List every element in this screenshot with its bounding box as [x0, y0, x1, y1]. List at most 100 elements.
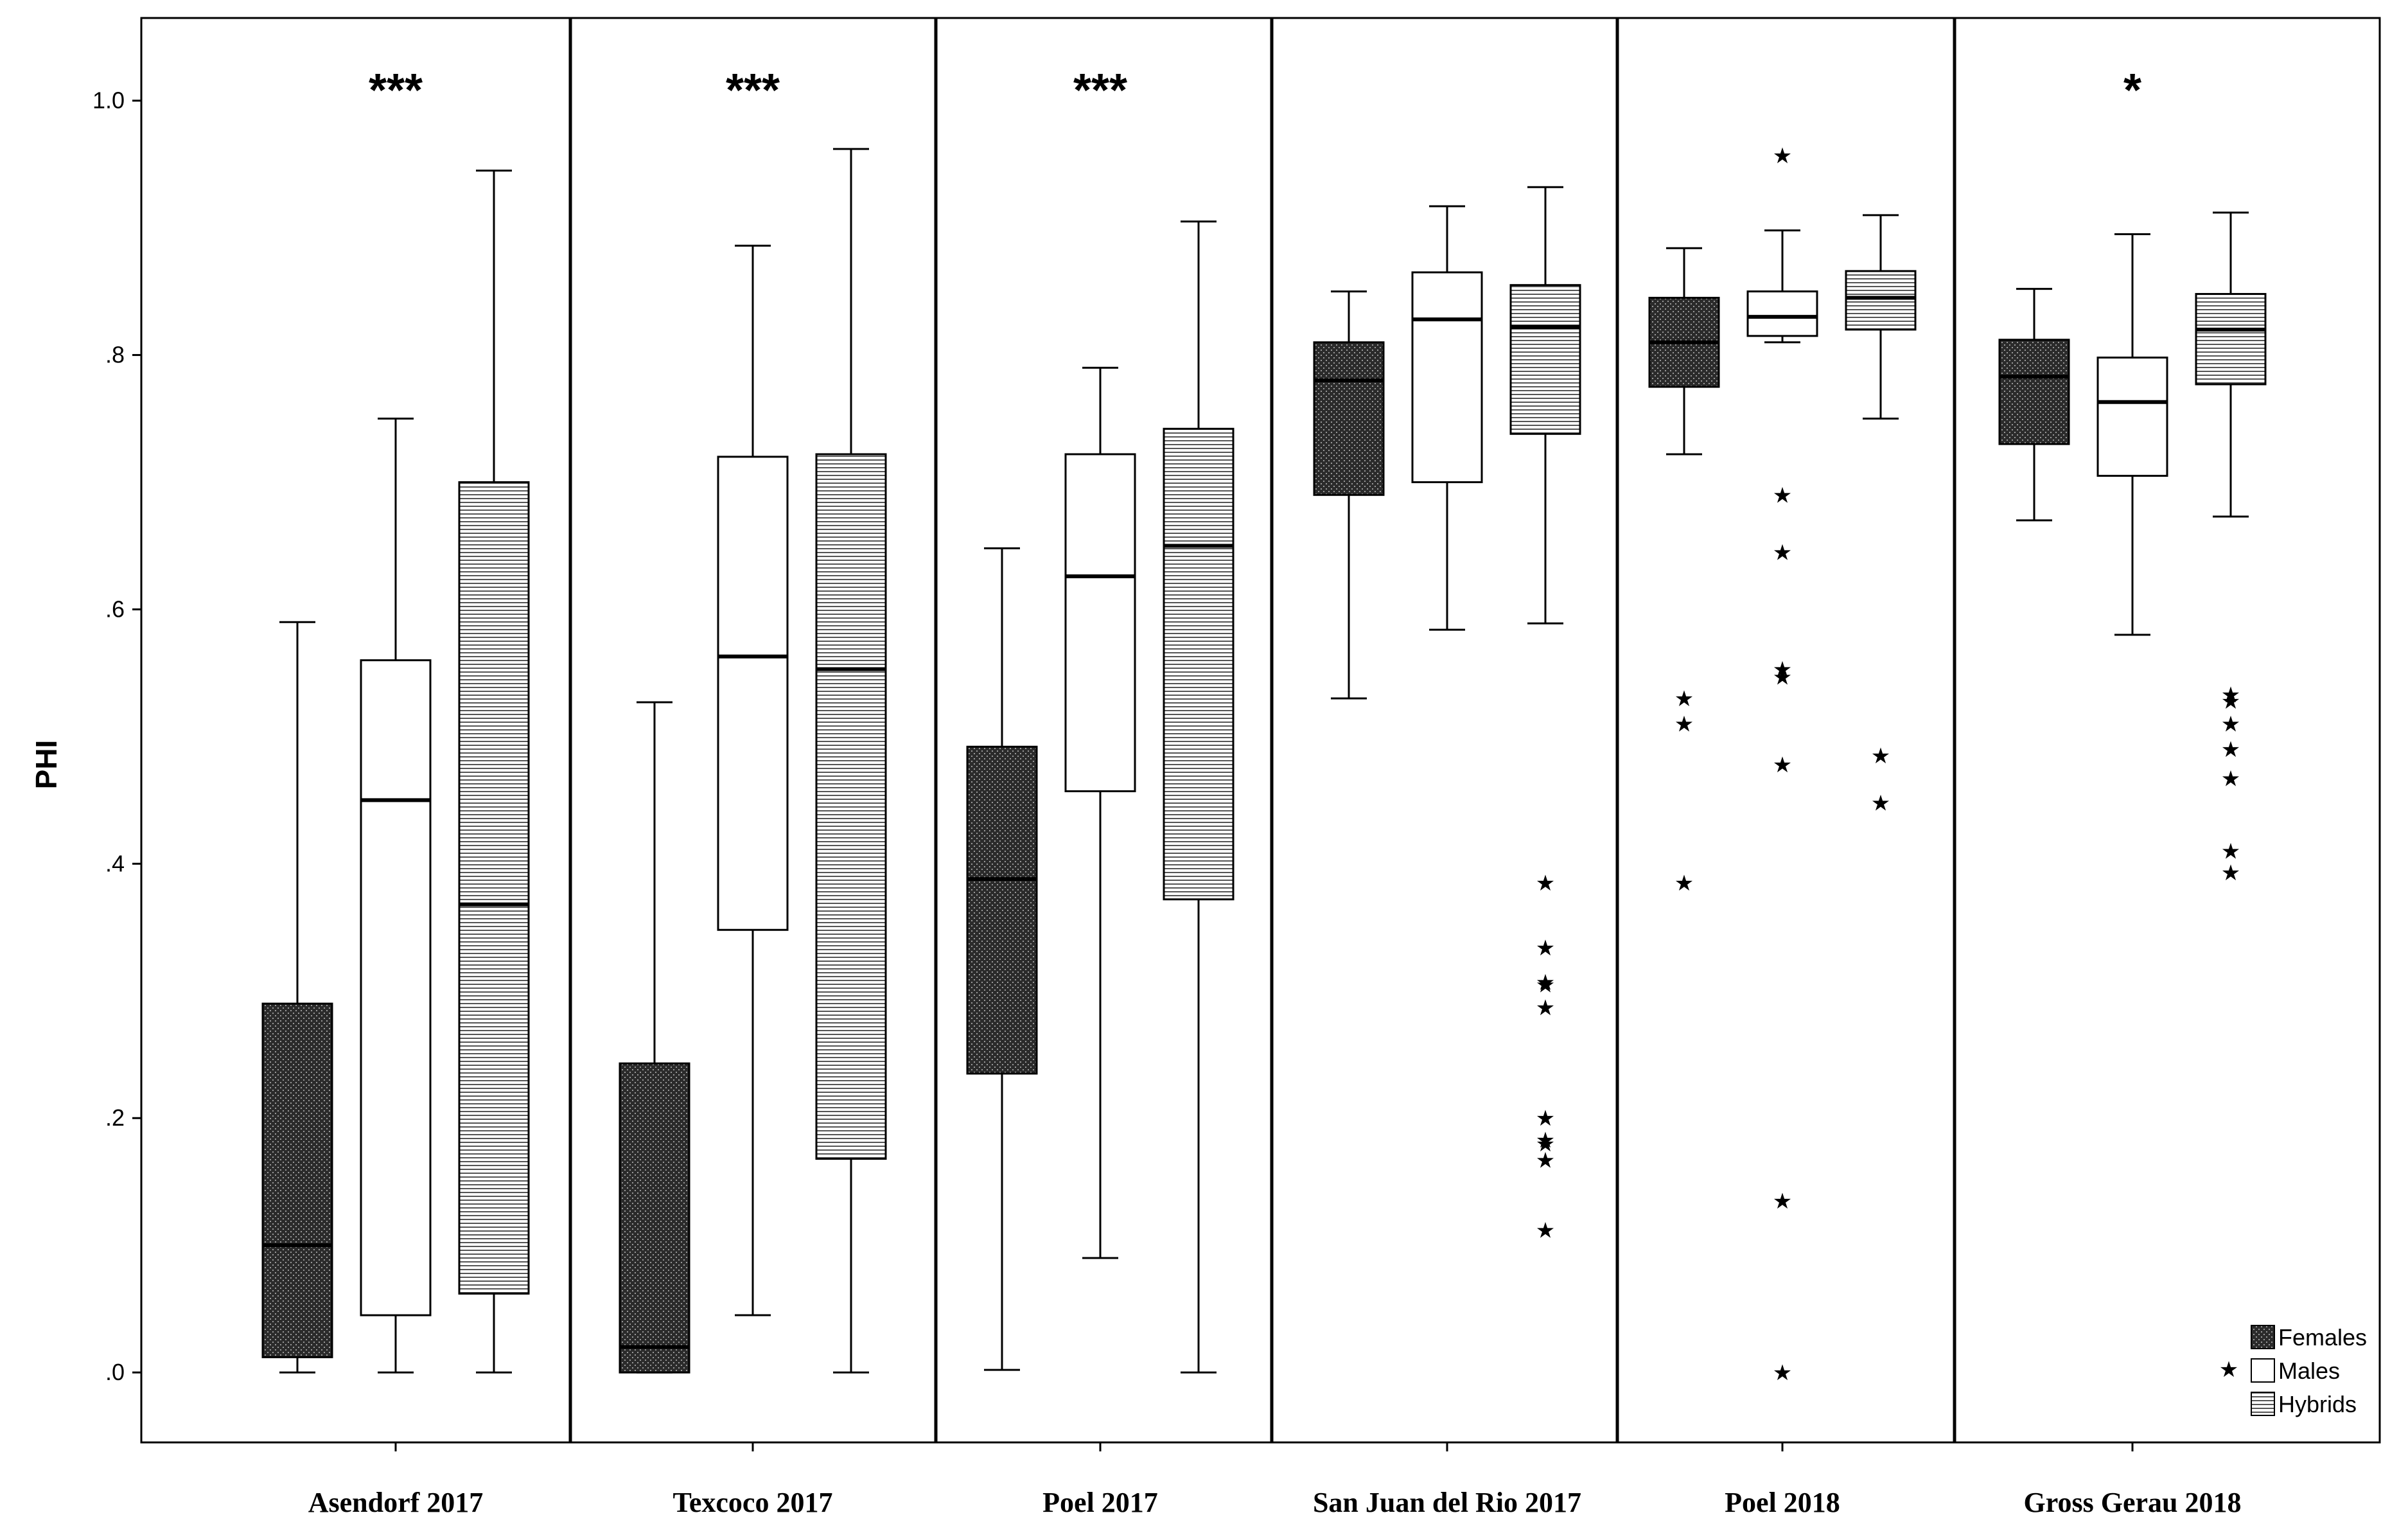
outlier-star: ★: [1773, 664, 1792, 690]
iqr-box: [1313, 341, 1385, 496]
outlier-star: ★: [2221, 689, 2240, 714]
outlier-star: ★: [1871, 743, 1890, 769]
outlier-star: ★: [1674, 871, 1694, 896]
outlier-star: ★: [1536, 1106, 1555, 1131]
x-category-label: Texcoco 2017: [673, 1487, 833, 1518]
y-tick-label: .4: [105, 850, 125, 876]
outlier-star: ★: [1536, 1148, 1555, 1174]
legend: Females Males Hybrids ★: [2219, 1324, 2367, 1417]
panel-dividers: [568, 18, 1956, 1442]
iqr-box: [1411, 271, 1483, 484]
outlier-star: ★: [2221, 766, 2240, 792]
outlier-star: ★: [1773, 540, 1792, 565]
outlier-star: ★: [1674, 686, 1694, 712]
box-males: [1064, 366, 1136, 1259]
iqr-box: [1998, 339, 2070, 445]
iqr-box: [2096, 357, 2168, 477]
iqr-box: [717, 456, 789, 931]
y-tick-label: 1.0: [92, 87, 125, 114]
x-category-label: Poel 2018: [1725, 1487, 1840, 1518]
outlier-star: ★: [1871, 790, 1890, 816]
x-category-label: Gross Gerau 2018: [2024, 1487, 2242, 1518]
iqr-box: [261, 1002, 333, 1358]
iqr-box: [815, 453, 887, 1160]
iqr-box: [1064, 453, 1136, 793]
significance-marker: ***: [1073, 65, 1127, 116]
box-hybrids: [1163, 220, 1235, 1374]
outlier-star: ★: [1536, 871, 1555, 896]
y-axis: .0 .2 .4 .6 .8 1.0: [92, 87, 141, 1385]
outlier-star: ★: [2221, 712, 2240, 738]
iqr-box: [1746, 290, 1818, 337]
outlier-star: ★: [1536, 970, 1555, 995]
box-females: [619, 701, 690, 1374]
iqr-box: [1163, 427, 1235, 901]
x-axis: Asendorf 2017 Texcoco 2017 Poel 2017 San Ju…: [308, 1442, 2242, 1518]
boxes-layer: ★★★★★★★★★★★★★★★★★★★★★★★★★★★★★★: [261, 143, 2267, 1386]
legend-label: Hybrids: [2278, 1391, 2357, 1417]
outlier-star: ★: [2221, 737, 2240, 763]
outlier-star: ★: [1773, 143, 1792, 169]
box-females: [1313, 290, 1385, 700]
legend-label: Males: [2278, 1358, 2340, 1384]
x-category-label: Asendorf 2017: [308, 1487, 484, 1518]
plot-frame: [140, 17, 2381, 1444]
outlier-star: ★: [1536, 935, 1555, 961]
iqr-box: [2195, 293, 2267, 385]
iqr-box: [1845, 270, 1917, 331]
outlier-star: ★: [2221, 839, 2240, 865]
y-axis-label: PHI: [30, 740, 63, 790]
box-females: ★★★: [1648, 247, 1720, 896]
legend-swatch: [2251, 1325, 2275, 1349]
significance-marker: ***: [369, 65, 423, 116]
outlier-star: ★: [1773, 657, 1792, 682]
box-hybrids: [815, 148, 887, 1374]
outlier-star: ★: [1674, 712, 1694, 738]
legend-swatch: [2251, 1358, 2275, 1383]
x-category-label: Poel 2017: [1042, 1487, 1158, 1518]
box-males: [360, 418, 432, 1374]
outlier-star: ★: [1536, 1218, 1555, 1243]
outlier-star: ★: [1536, 972, 1555, 998]
y-tick-label: .0: [105, 1359, 125, 1385]
legend-swatch: [2251, 1392, 2275, 1416]
outlier-star: ★: [1536, 1131, 1555, 1157]
legend-label: Females: [2278, 1324, 2367, 1351]
box-males: [1411, 205, 1483, 631]
legend-item-females: Females: [2251, 1324, 2367, 1351]
iqr-box: [1509, 284, 1581, 435]
y-tick-label: .2: [105, 1104, 125, 1131]
box-females: [966, 547, 1038, 1371]
significance-marker: *: [2123, 65, 2141, 116]
iqr-box: [458, 481, 530, 1295]
outlier-star: ★: [2221, 682, 2240, 708]
legend-outlier-star: ★: [2219, 1357, 2238, 1383]
outlier-star: ★: [1773, 483, 1792, 508]
iqr-box: [966, 745, 1038, 1075]
outlier-star: ★: [1773, 752, 1792, 778]
iqr-box: [619, 1062, 690, 1374]
y-tick-label: .8: [105, 342, 125, 368]
x-category-label: San Juan del Rio 2017: [1313, 1487, 1581, 1518]
legend-item-hybrids: Hybrids: [2251, 1391, 2357, 1417]
box-males: [2096, 233, 2168, 636]
outlier-star: ★: [1536, 1128, 1555, 1153]
box-hybrids: ★★: [1845, 214, 1917, 816]
legend-item-males: Males: [2251, 1358, 2340, 1384]
box-females: [1998, 288, 2070, 522]
outlier-star: ★: [2221, 860, 2240, 886]
significance-marker: ***: [726, 65, 780, 116]
plot-border: [140, 17, 2381, 1444]
box-males: [717, 244, 789, 1316]
box-males: ★★★★★★★★: [1746, 143, 1818, 1386]
iqr-box: [360, 659, 432, 1316]
outlier-star: ★: [1536, 995, 1555, 1021]
significance-markers: *** *** *** *: [369, 65, 2141, 116]
y-tick-label: .6: [105, 596, 125, 622]
box-hybrids: ★★★★★★★★★★: [1509, 186, 1581, 1243]
box-females: [261, 621, 333, 1374]
outlier-star: ★: [1773, 1360, 1792, 1386]
outlier-star: ★: [1773, 1189, 1792, 1214]
box-hybrids: ★★★★★★★: [2195, 211, 2267, 886]
